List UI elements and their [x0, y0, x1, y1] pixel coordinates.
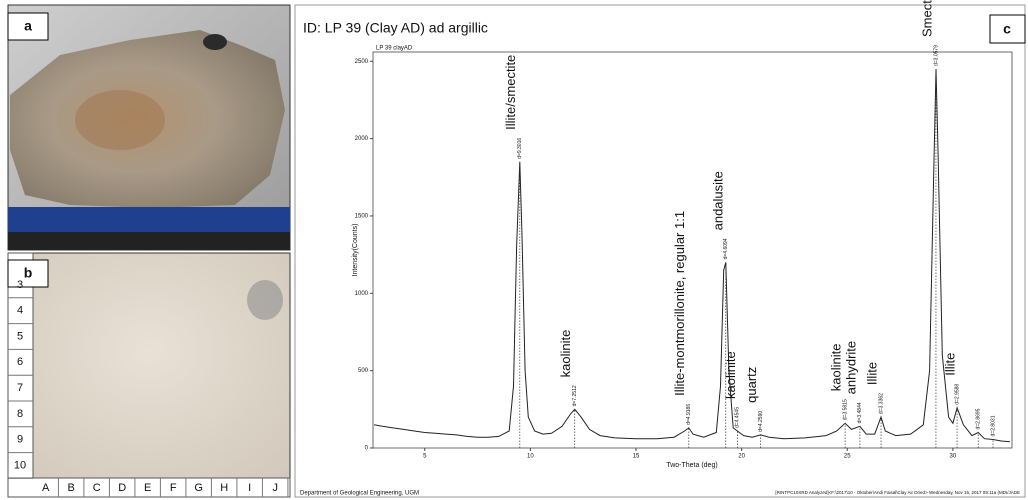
- col-label: E: [144, 482, 151, 494]
- panel-label: b: [24, 265, 33, 281]
- footer-left: Department of Geological Engineering, UG…: [300, 491, 419, 497]
- col-label: F: [170, 482, 177, 494]
- page: a b ID: LP 39 (Clay AD) ad argillic LP 3…: [0, 0, 1028, 500]
- y-tick-label: 500: [358, 368, 369, 374]
- x-tick-label: 10: [527, 454, 534, 460]
- d-spacing-label: d=3.3362: [878, 393, 884, 414]
- y-tick-label: 2000: [355, 136, 369, 142]
- col-label: D: [118, 482, 126, 494]
- row-label: 9: [17, 434, 23, 446]
- x-tick-label: 20: [738, 454, 745, 460]
- y-tick-label: 2500: [355, 59, 369, 65]
- mineral-label: andalusite: [710, 171, 725, 230]
- chart-subtitle: LP 39 clayAD: [376, 46, 413, 52]
- x-tick-label: 15: [633, 454, 640, 460]
- footer-right: [RINTPC10XRD Analyzed]<F:\2017\10 - Okto…: [775, 490, 1020, 495]
- col-label: I: [248, 482, 251, 494]
- row-label: 4: [17, 305, 23, 317]
- y-tick-label: 1500: [355, 214, 369, 220]
- col-label: G: [194, 482, 203, 494]
- x-axis-label: Two-Theta (deg): [666, 462, 717, 469]
- d-spacing-label: d=4.2590: [758, 411, 764, 432]
- mineral-label: Illite: [943, 353, 958, 376]
- mineral-label: quartz: [744, 367, 759, 403]
- mineral-label: Illite-montmorillonite, regular 1:1: [672, 211, 687, 396]
- row-label: 3: [17, 279, 23, 291]
- d-spacing-label: d=4.9186: [686, 404, 692, 425]
- col-label: B: [68, 482, 75, 494]
- mineral-label: kaolinite: [723, 351, 738, 399]
- col-label: J: [272, 482, 278, 494]
- mineral-label: Illite: [864, 362, 879, 385]
- panel-label: a: [24, 18, 32, 34]
- x-tick-label: 30: [950, 454, 957, 460]
- figure: a b ID: LP 39 (Clay AD) ad argillic LP 3…: [0, 0, 1028, 500]
- d-spacing-label: d=3.4844: [857, 402, 863, 423]
- panel-c-frame: [295, 5, 1025, 497]
- row-label: 7: [17, 382, 23, 394]
- panel-label: c: [1003, 21, 1011, 37]
- d-spacing-label: d=7.2512: [572, 385, 578, 406]
- d-spacing-label: d=4.6094: [723, 238, 729, 259]
- col-label: H: [220, 482, 228, 494]
- row-label: 6: [17, 356, 23, 368]
- mineral-label: kaolinite: [558, 330, 573, 378]
- col-label: A: [42, 482, 50, 494]
- photo-b: b: [8, 253, 290, 497]
- mineral-label: anhydrite: [843, 341, 858, 394]
- y-axis-label: Intensity(Counts): [352, 224, 359, 277]
- mineral-label: Illite/smectite: [503, 55, 518, 130]
- d-spacing-label: d=3.5815: [842, 399, 848, 420]
- x-tick-label: 25: [844, 454, 851, 460]
- d-spacing-label: d=3.0579: [933, 45, 939, 66]
- mineral-label: Smectite(montmorillonite): [919, 0, 934, 37]
- d-spacing-label: d=2.8031: [990, 415, 996, 436]
- photo-a: a: [8, 5, 290, 250]
- chart-title: ID: LP 39 (Clay AD) ad argillic: [303, 20, 488, 36]
- d-spacing-label: d=4.4545: [735, 407, 741, 428]
- row-label: 8: [17, 408, 23, 420]
- mineral-label: kaolinite: [829, 344, 844, 392]
- row-label: 10: [14, 459, 26, 471]
- d-spacing-label: d=2.9588: [954, 384, 960, 405]
- row-label: 5: [17, 330, 23, 342]
- d-spacing-label: d=2.8695: [976, 408, 982, 429]
- d-spacing-label: d=9.3016: [517, 138, 523, 159]
- col-label: C: [93, 482, 101, 494]
- y-tick-label: 1000: [355, 291, 369, 297]
